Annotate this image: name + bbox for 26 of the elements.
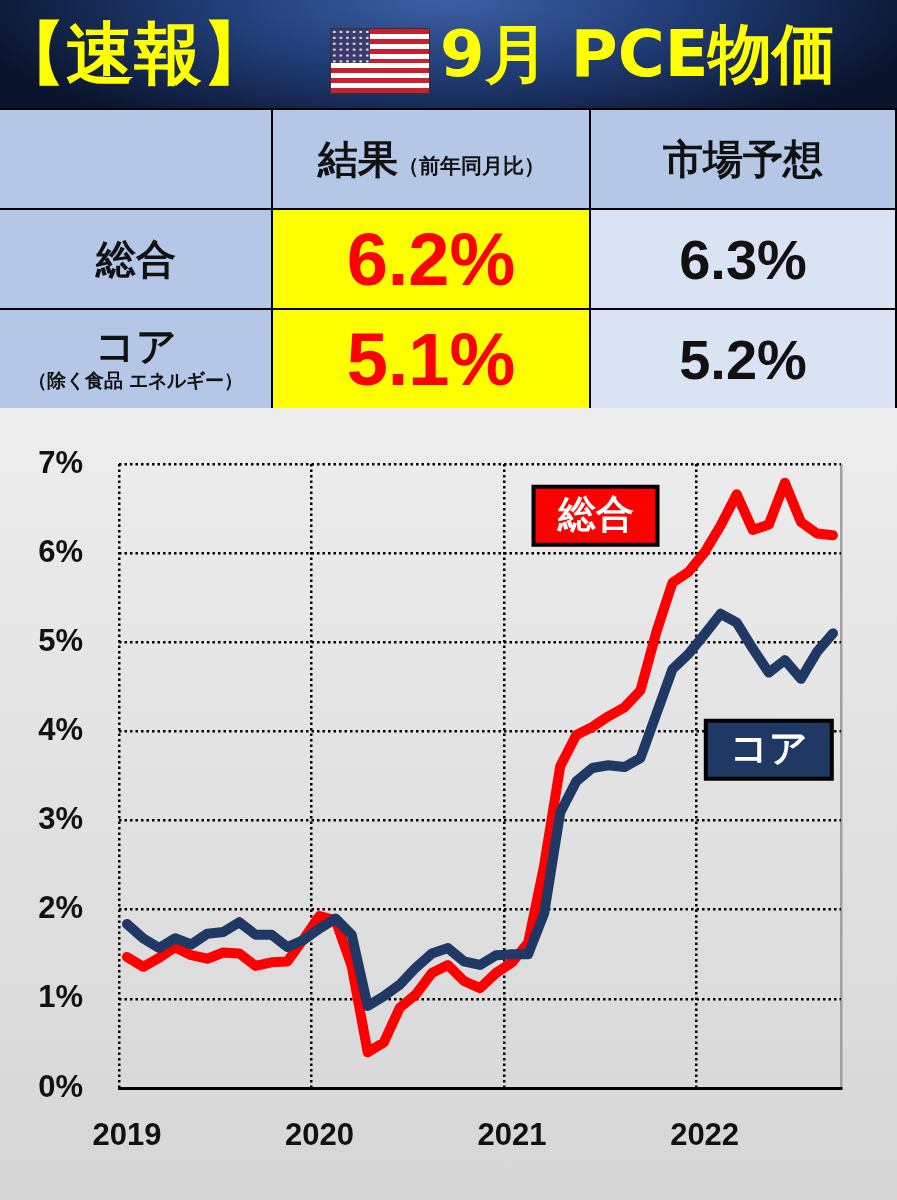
x-tick-label: 2022 [670, 1117, 740, 1153]
text: 5.2% [679, 327, 807, 391]
category-label: 総合 [95, 235, 176, 282]
y-tick-label: 6% [38, 533, 83, 569]
text: 9月 PCE物価 [440, 16, 837, 93]
text: 6.2% [346, 217, 516, 301]
y-tick-label: 1% [38, 979, 83, 1015]
text: 6.3% [679, 227, 807, 291]
y-tick-label: 2% [38, 890, 83, 926]
text: 5.1% [346, 317, 516, 401]
x-tick-label: 2021 [477, 1117, 547, 1153]
category-label: 結果 [317, 135, 398, 182]
y-tick-label: 5% [38, 622, 83, 658]
category-label: 市場予想 [663, 135, 823, 182]
text: 【速報】 [0, 13, 270, 95]
series-label: 総合 [556, 491, 634, 536]
y-tick-label: 3% [38, 801, 83, 837]
text: （前年同月比） [397, 153, 545, 178]
category-label: コア [94, 323, 177, 369]
y-tick-label: 0% [38, 1068, 83, 1104]
x-tick-label: 2020 [285, 1117, 355, 1153]
x-tick-label: 2019 [92, 1117, 162, 1153]
series-label: コア [729, 725, 808, 770]
y-tick-label: 7% [38, 444, 83, 480]
y-tick-label: 4% [38, 711, 83, 747]
text: （除く食品 エネルギー） [27, 368, 244, 393]
